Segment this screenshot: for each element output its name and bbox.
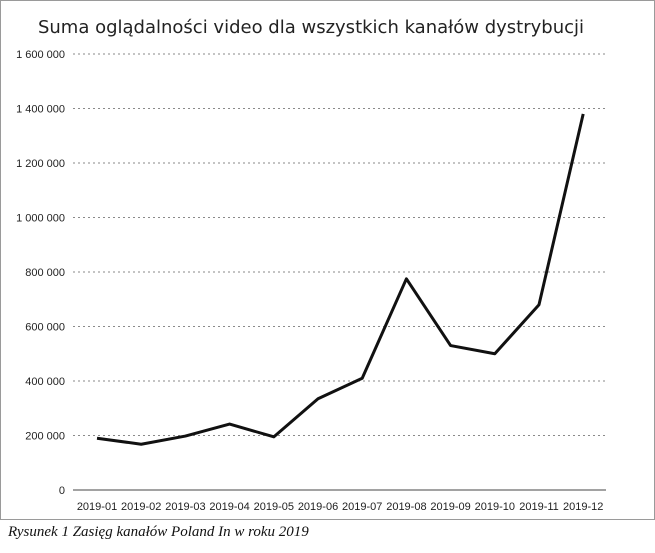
y-tick-label: 1 200 000 [16, 158, 65, 170]
x-tick-label: 2019-08 [386, 501, 426, 513]
y-axis-ticks: 0 200 000 400 000 600 000 800 000 1 000 000 1 … [16, 49, 65, 497]
chart-frame: Suma oglądalności video dla wszystkich k… [0, 0, 655, 520]
y-tick-label: 400 000 [25, 376, 65, 388]
y-tick-label: 1 000 000 [16, 213, 65, 225]
x-tick-label: 2019-11 [519, 501, 559, 513]
series-layer [96, 113, 585, 446]
y-tick-label: 1 400 000 [16, 104, 65, 116]
chart-title: Suma oglądalności video dla wszystkich k… [38, 17, 584, 38]
x-tick-label: 2019-07 [342, 501, 382, 513]
x-axis-ticks: 2019-01 2019-02 2019-03 2019-04 2019-05 2019-… [77, 501, 604, 513]
y-tick-label: 800 000 [25, 267, 65, 279]
y-tick-label: 600 000 [25, 322, 65, 334]
x-tick-label: 2019-01 [77, 501, 117, 513]
y-tick-label: 0 [59, 485, 65, 497]
line-chart: Suma oglądalności video dla wszystkich k… [16, 17, 606, 513]
y-tick-label: 1 600 000 [16, 49, 65, 61]
x-tick-label: 2019-12 [563, 501, 603, 513]
x-tick-label: 2019-05 [254, 501, 294, 513]
y-tick-label: 200 000 [25, 431, 65, 443]
figure-caption: Rysunek 1 Zasięg kanałów Poland In w rok… [8, 524, 309, 540]
series-line [96, 113, 585, 446]
x-tick-label: 2019-06 [298, 501, 338, 513]
x-tick-label: 2019-04 [209, 501, 249, 513]
x-tick-label: 2019-03 [165, 501, 205, 513]
gridlines [73, 53, 606, 491]
x-tick-label: 2019-10 [475, 501, 515, 513]
x-tick-label: 2019-09 [430, 501, 470, 513]
x-tick-label: 2019-02 [121, 501, 161, 513]
